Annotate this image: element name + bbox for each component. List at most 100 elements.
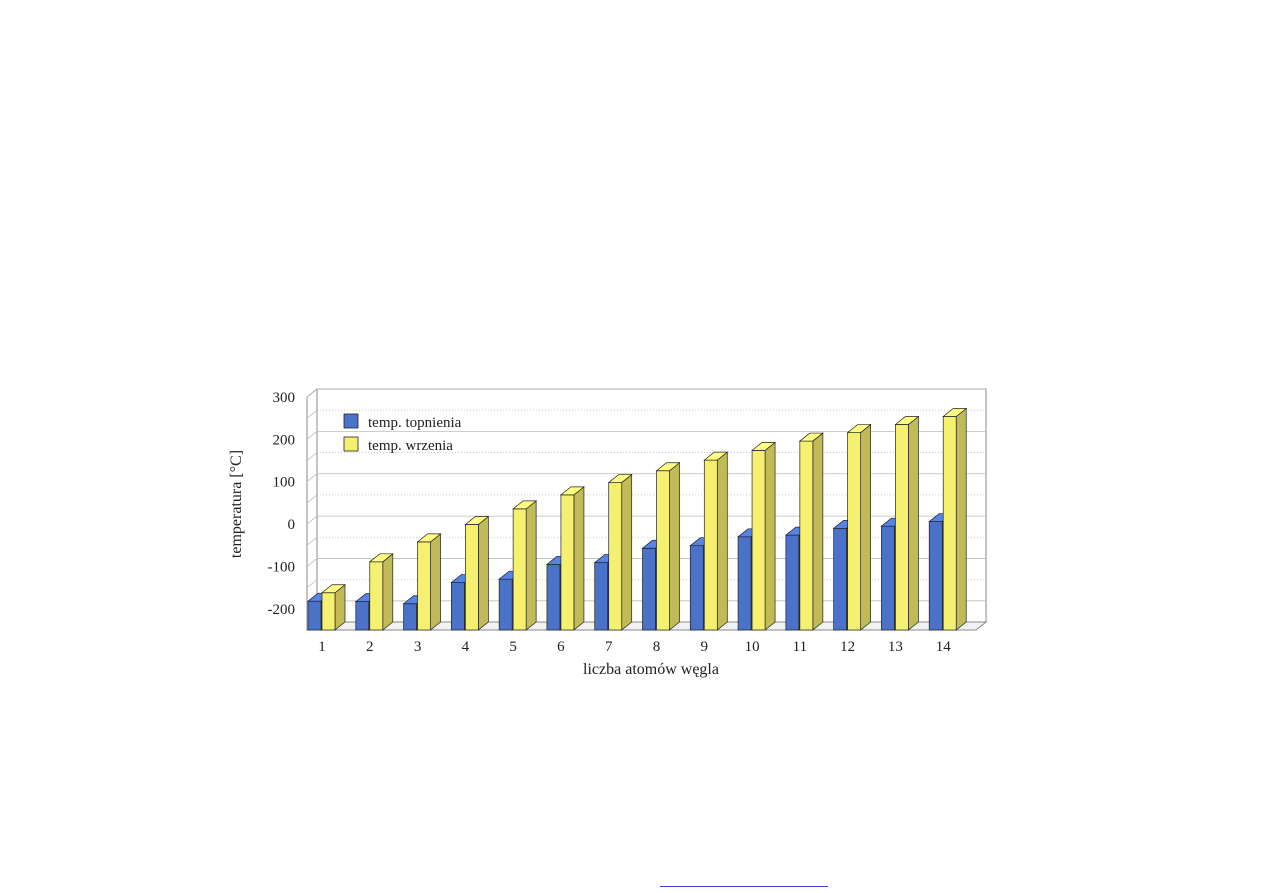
x-tick-label: 7 [605,639,613,655]
bar-front [833,527,847,631]
x-tick-label: 6 [557,639,565,655]
bar-boiling [942,407,968,631]
bar-boiling [846,423,872,631]
y-tick-labels: 300 200 100 0 -100 -200 [268,390,296,618]
y-tick-label: 0 [288,517,296,533]
bar-top [894,416,920,425]
x-tick-label: 2 [366,639,374,655]
y-tick-label: -100 [268,559,296,575]
x-tick-label: 11 [793,639,807,655]
legend-swatch-melting [343,413,359,429]
x-tick-label: 12 [840,639,855,655]
bar-front [608,482,623,631]
bars [307,407,968,631]
bar-boiling [512,500,538,631]
bar-front [560,494,575,631]
x-tick-label: 10 [745,639,760,655]
bar-top [798,432,824,442]
bar-top [512,500,538,510]
bar-front [451,582,465,631]
bar-front [751,450,766,631]
x-axis-title: liczba atomów węgla [583,661,719,678]
bar-front [928,521,943,631]
bar-top [368,553,394,563]
bar-front [512,508,527,631]
bar-boiling [464,515,490,631]
bar-front [737,536,752,631]
bar-top [942,408,968,417]
bar-boiling [416,533,442,631]
bar-front [594,562,609,631]
y-tick-label: 100 [273,475,296,491]
y-tick-label: -200 [268,602,296,618]
bar-boiling [894,415,920,631]
bar-front [403,603,417,631]
bar-top [751,442,777,451]
x-tick-label: 5 [509,639,517,655]
bar-top [321,584,346,594]
bar-top [607,474,633,483]
y-tick-label: 200 [273,432,296,448]
bar-side [669,461,680,631]
bar-front [895,424,909,631]
bar-boiling [607,473,633,631]
bar-side [573,486,585,631]
bar-boiling [655,461,681,631]
gridline-side [306,494,318,504]
bar-front [307,600,322,631]
bar-front [642,547,656,631]
bar-side [764,441,776,631]
bar-top [416,533,442,543]
bar-boiling [751,441,777,631]
x-tick-label: 14 [936,639,952,655]
gridline-side [306,536,318,546]
bar-front [689,545,704,631]
bar-front [498,578,513,631]
x-tick-label: 13 [888,639,903,655]
gridline-side [306,515,318,525]
bar-front [369,561,384,631]
gridline-side [306,388,318,398]
bar-front [942,416,957,631]
bar-side [908,415,919,631]
bar-side [525,500,537,631]
footer-link-underline[interactable] [660,886,828,887]
gridline-side [306,473,318,483]
x-tick-label: 9 [701,639,709,655]
x-tick-label: 8 [653,639,661,655]
bar-top [703,451,729,461]
bar-side [716,451,728,631]
legend-label-boiling: temp. wrzenia [368,438,453,454]
bar-front [355,601,370,631]
gridline-side [306,452,318,461]
bar-side [430,533,441,631]
bar-boiling [321,583,346,631]
legend-swatch-boiling [343,436,359,452]
bar-boiling [703,451,729,631]
x-tick-labels: 1 2 3 4 5 6 7 8 9 10 11 12 13 14 [318,639,951,655]
bar-front [785,534,800,631]
bar-side [382,553,394,631]
gridline-side [306,431,318,440]
bar-front [703,459,718,631]
x-tick-label: 1 [318,639,326,655]
bar-side [812,432,824,631]
gridline-side [306,558,318,567]
bar-front [321,592,336,631]
bar-front [465,524,479,631]
bar-side [955,407,967,631]
legend-label-melting: temp. topnienia [368,415,462,431]
bar-side [860,423,871,631]
y-axis-title: temperatura [°C] [228,450,245,558]
bar-front [417,541,431,631]
x-tick-label: 3 [414,639,422,655]
bar-top [464,516,490,525]
bar-top [655,462,681,472]
gridline-side [306,409,318,419]
gridline-side [306,579,318,588]
bar-side [621,473,633,631]
bar-front [656,470,670,631]
bar-front [546,563,561,631]
bar-top [559,486,585,496]
